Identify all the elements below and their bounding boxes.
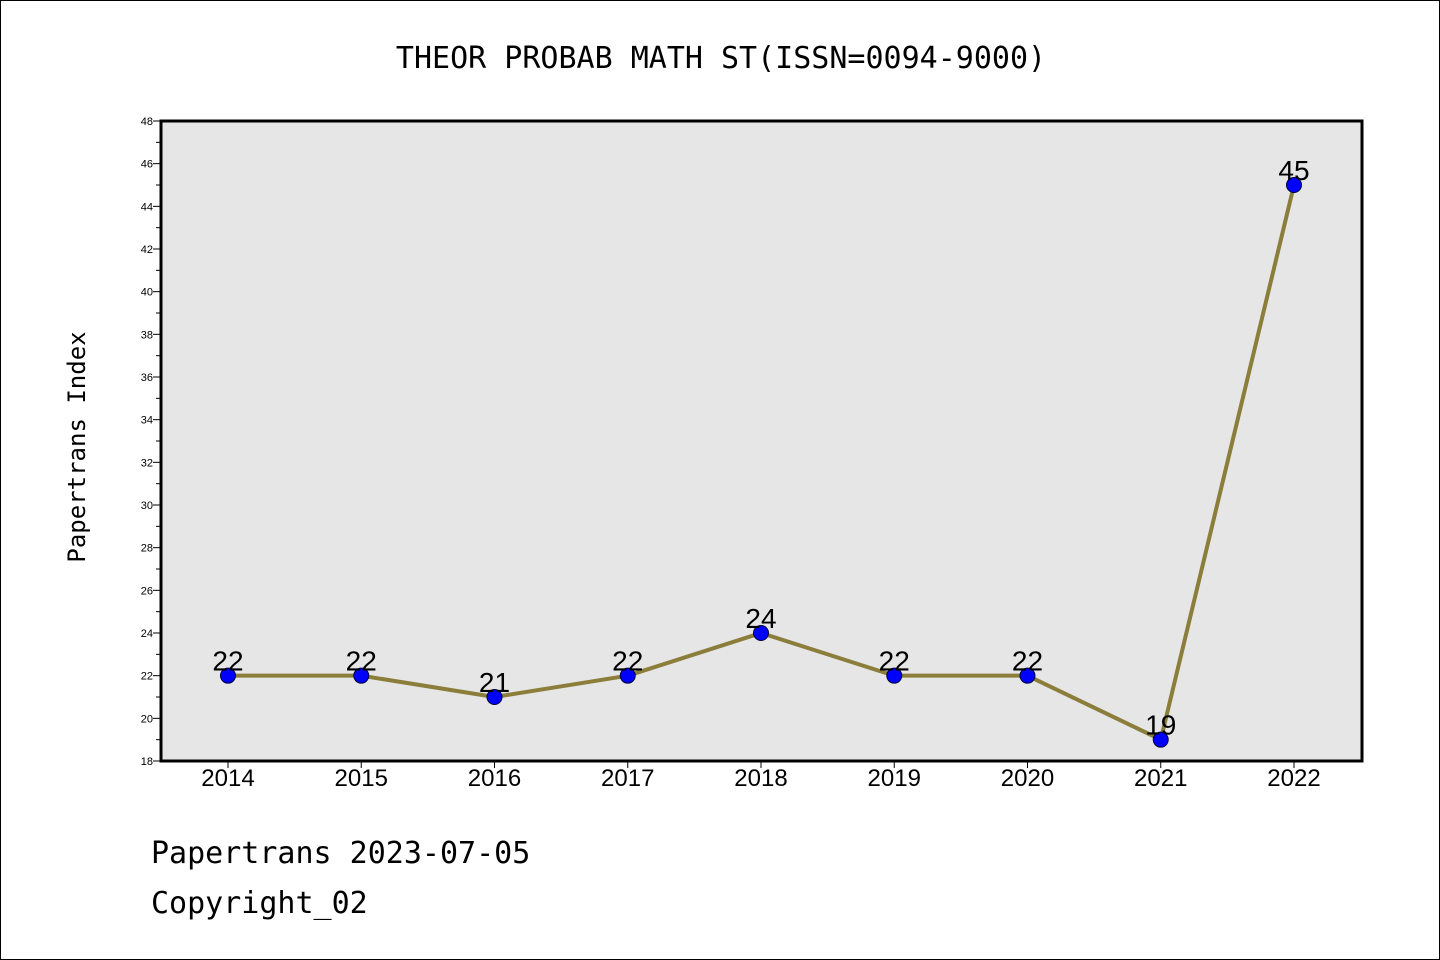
- data-point: [619, 667, 636, 684]
- x-tick-label: 2020: [1001, 765, 1054, 792]
- y-tick-label: 34: [141, 415, 153, 427]
- y-tick-label: 24: [141, 628, 153, 640]
- y-tick-label: 38: [141, 329, 153, 341]
- y-tick-label: 20: [141, 713, 153, 725]
- data-label: 22: [346, 646, 377, 677]
- chart-title: THEOR PROBAB MATH ST(ISSN=0094-9000): [396, 41, 1046, 76]
- data-point: [753, 625, 769, 641]
- y-tick-label: 26: [141, 585, 153, 597]
- footer-date: Papertrans 2023-07-05: [151, 836, 531, 871]
- y-tick-label: 30: [141, 500, 153, 512]
- plot-area: [161, 121, 1362, 761]
- data-label: 19: [1145, 710, 1176, 741]
- x-tick-label: 2015: [335, 765, 388, 792]
- data-label: 22: [212, 646, 243, 677]
- y-tick-label: 28: [141, 543, 153, 555]
- data-point: [1152, 731, 1169, 748]
- data-label: 24: [745, 603, 776, 634]
- y-tick-label: 40: [141, 287, 153, 299]
- y-tick-label: 18: [141, 756, 153, 768]
- footer-copyright: Copyright_02: [151, 886, 368, 921]
- data-label: 21: [479, 667, 510, 698]
- x-tick-label: 2019: [868, 765, 921, 792]
- y-tick-label: 32: [141, 457, 153, 469]
- data-point: [486, 689, 503, 705]
- plot-frame: [159, 119, 1364, 763]
- data-point: [886, 667, 903, 684]
- x-tick-label: 2014: [201, 765, 254, 792]
- y-tick-label: 22: [141, 671, 153, 683]
- y-tick-label: 46: [141, 159, 153, 171]
- data-label: 22: [612, 646, 643, 677]
- data-label: 45: [1278, 155, 1309, 186]
- points-layer: [220, 177, 1302, 748]
- y-tick-label: 48: [141, 116, 153, 128]
- data-label: 22: [879, 646, 910, 677]
- y-tick-label: 42: [141, 244, 153, 256]
- x-tick-label: 2022: [1267, 765, 1320, 792]
- data-point: [1019, 667, 1036, 684]
- data-labels-layer: 22 22 21 22 24 22 22 19 45: [212, 155, 1309, 741]
- data-point: [1286, 177, 1302, 193]
- x-tick-label: 2017: [601, 765, 654, 792]
- x-tick-label: 2018: [734, 765, 787, 792]
- y-axis-label: Papertrans Index: [63, 331, 91, 562]
- x-tick-label: 2016: [468, 765, 521, 792]
- x-tick-label: 2021: [1134, 765, 1187, 792]
- y-axis: 18 20 22 24 26 28 30 32 34 36 38 40 42 44 46 48: [141, 116, 161, 768]
- y-tick-label: 36: [141, 372, 153, 384]
- y-tick-label: 44: [141, 201, 153, 213]
- data-point: [353, 667, 370, 684]
- x-axis: 2014 2015 2016 2017 2018 2019 2020 2021 2022: [201, 761, 1321, 792]
- data-label: 22: [1012, 646, 1043, 677]
- data-point: [220, 667, 236, 684]
